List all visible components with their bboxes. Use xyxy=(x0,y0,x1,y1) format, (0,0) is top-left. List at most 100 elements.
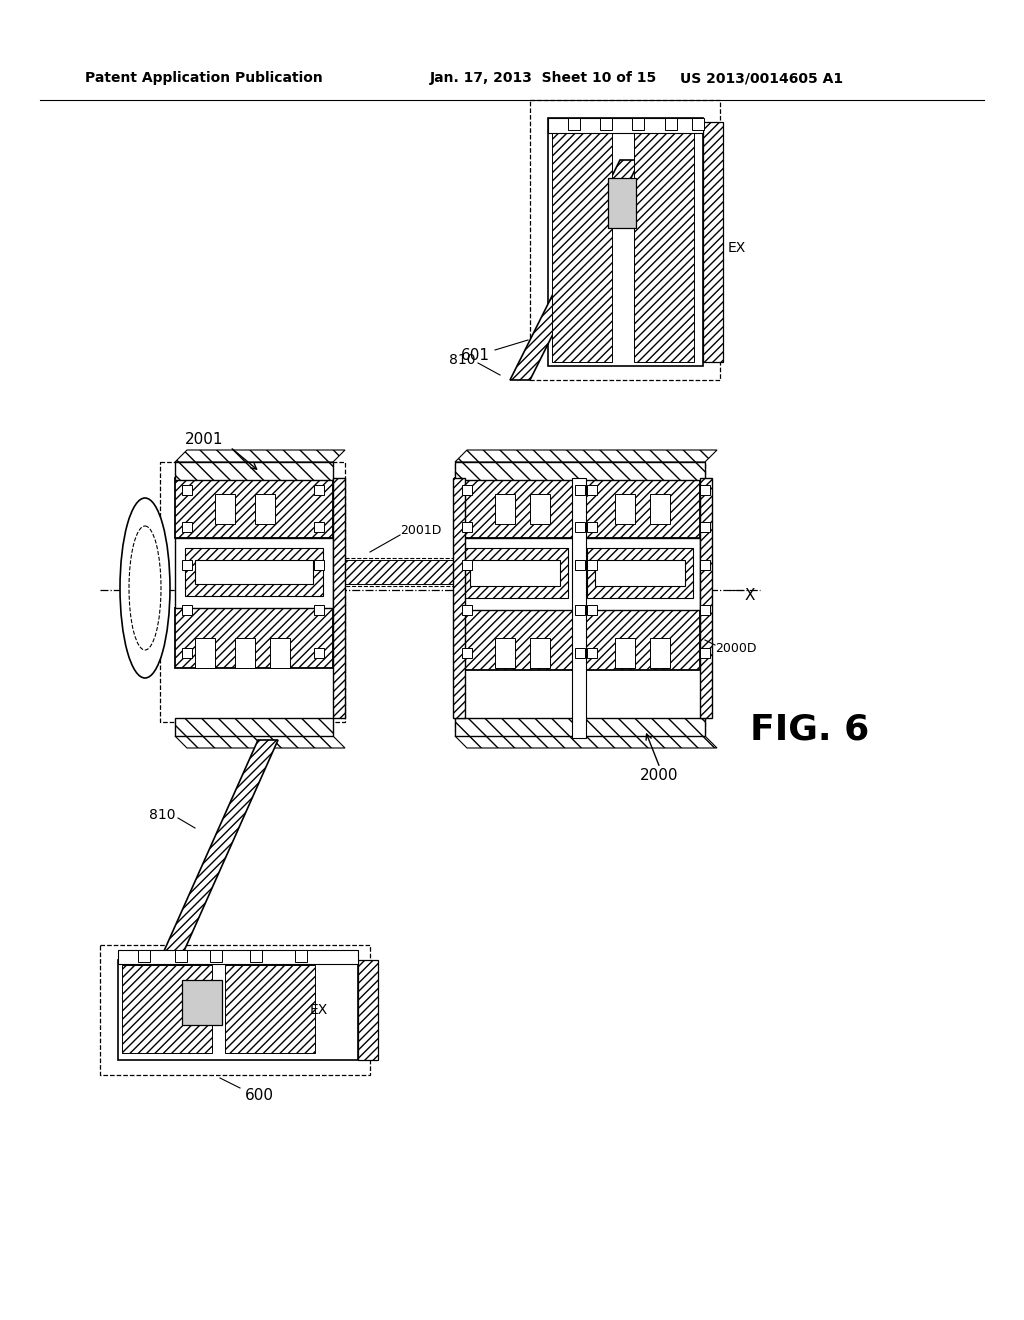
Bar xyxy=(185,548,323,597)
Text: 2001: 2001 xyxy=(185,433,223,447)
Text: US 2013/0014605 A1: US 2013/0014605 A1 xyxy=(680,71,843,84)
Text: 810: 810 xyxy=(148,808,175,822)
Bar xyxy=(314,521,324,532)
Text: 2000: 2000 xyxy=(640,767,679,783)
Polygon shape xyxy=(175,450,345,462)
Bar xyxy=(575,648,585,657)
Bar xyxy=(455,718,705,737)
Bar xyxy=(650,494,670,524)
Text: 2000D: 2000D xyxy=(715,642,757,655)
Bar xyxy=(234,638,255,668)
Bar xyxy=(608,178,636,228)
Polygon shape xyxy=(510,160,640,380)
Bar xyxy=(462,548,568,598)
Bar xyxy=(118,950,358,964)
Bar xyxy=(455,539,575,610)
Bar xyxy=(122,965,212,1053)
Bar xyxy=(160,462,345,722)
Bar xyxy=(580,478,700,539)
Bar xyxy=(345,560,460,583)
Bar xyxy=(692,117,705,129)
Bar xyxy=(568,117,580,129)
Bar xyxy=(314,560,324,570)
Bar xyxy=(580,610,700,671)
Polygon shape xyxy=(160,741,278,960)
Bar xyxy=(225,965,315,1053)
Bar xyxy=(314,484,324,495)
Bar xyxy=(700,521,710,532)
Bar xyxy=(270,638,290,668)
Bar xyxy=(175,478,333,539)
Bar xyxy=(700,648,710,657)
Bar xyxy=(703,121,723,362)
Bar xyxy=(462,521,472,532)
Bar xyxy=(138,950,150,962)
Bar xyxy=(175,462,333,480)
Text: X: X xyxy=(745,587,756,602)
Polygon shape xyxy=(175,737,345,748)
Bar xyxy=(575,521,585,532)
Text: FIG. 6: FIG. 6 xyxy=(750,713,869,747)
Bar xyxy=(650,638,670,668)
Bar xyxy=(615,494,635,524)
Bar xyxy=(195,560,313,583)
Bar xyxy=(455,462,705,733)
Bar xyxy=(572,478,586,738)
Bar xyxy=(700,478,712,718)
Bar xyxy=(587,560,597,570)
Bar xyxy=(255,494,275,524)
Bar xyxy=(333,478,345,718)
Bar xyxy=(175,609,333,668)
Bar xyxy=(175,539,333,609)
Bar xyxy=(182,979,222,1026)
Polygon shape xyxy=(455,450,717,462)
Bar xyxy=(215,494,234,524)
Bar xyxy=(548,117,703,133)
Bar xyxy=(118,960,358,1060)
Bar xyxy=(495,638,515,668)
Text: EX: EX xyxy=(310,1003,329,1016)
Bar xyxy=(455,478,575,539)
Text: Jan. 17, 2013  Sheet 10 of 15: Jan. 17, 2013 Sheet 10 of 15 xyxy=(430,71,657,84)
Bar xyxy=(314,605,324,615)
Bar xyxy=(182,560,193,570)
Bar xyxy=(575,484,585,495)
Polygon shape xyxy=(455,737,717,748)
Bar xyxy=(700,560,710,570)
Bar xyxy=(455,610,575,671)
Bar xyxy=(587,648,597,657)
Bar xyxy=(587,548,693,598)
Bar xyxy=(314,648,324,657)
Bar xyxy=(615,638,635,668)
Bar xyxy=(575,605,585,615)
Bar xyxy=(700,484,710,495)
Text: 600: 600 xyxy=(245,1088,274,1102)
Bar xyxy=(182,605,193,615)
Bar xyxy=(175,950,187,962)
Bar xyxy=(345,558,460,586)
Bar xyxy=(462,560,472,570)
Bar xyxy=(462,605,472,615)
Bar xyxy=(595,560,685,586)
Bar xyxy=(210,950,222,962)
Bar xyxy=(634,121,694,362)
Bar xyxy=(600,117,612,129)
Bar xyxy=(453,478,465,718)
Bar xyxy=(250,950,262,962)
Text: 601: 601 xyxy=(461,347,490,363)
Text: Patent Application Publication: Patent Application Publication xyxy=(85,71,323,84)
Text: EX: EX xyxy=(728,242,746,255)
Bar xyxy=(552,121,612,362)
Bar xyxy=(358,960,378,1060)
Bar xyxy=(295,950,307,962)
Bar xyxy=(587,605,597,615)
Bar xyxy=(665,117,677,129)
Bar xyxy=(182,521,193,532)
Ellipse shape xyxy=(120,498,170,678)
Bar xyxy=(700,605,710,615)
Bar xyxy=(530,494,550,524)
Bar xyxy=(182,648,193,657)
Bar xyxy=(632,117,644,129)
Bar xyxy=(548,117,703,366)
Bar xyxy=(462,648,472,657)
